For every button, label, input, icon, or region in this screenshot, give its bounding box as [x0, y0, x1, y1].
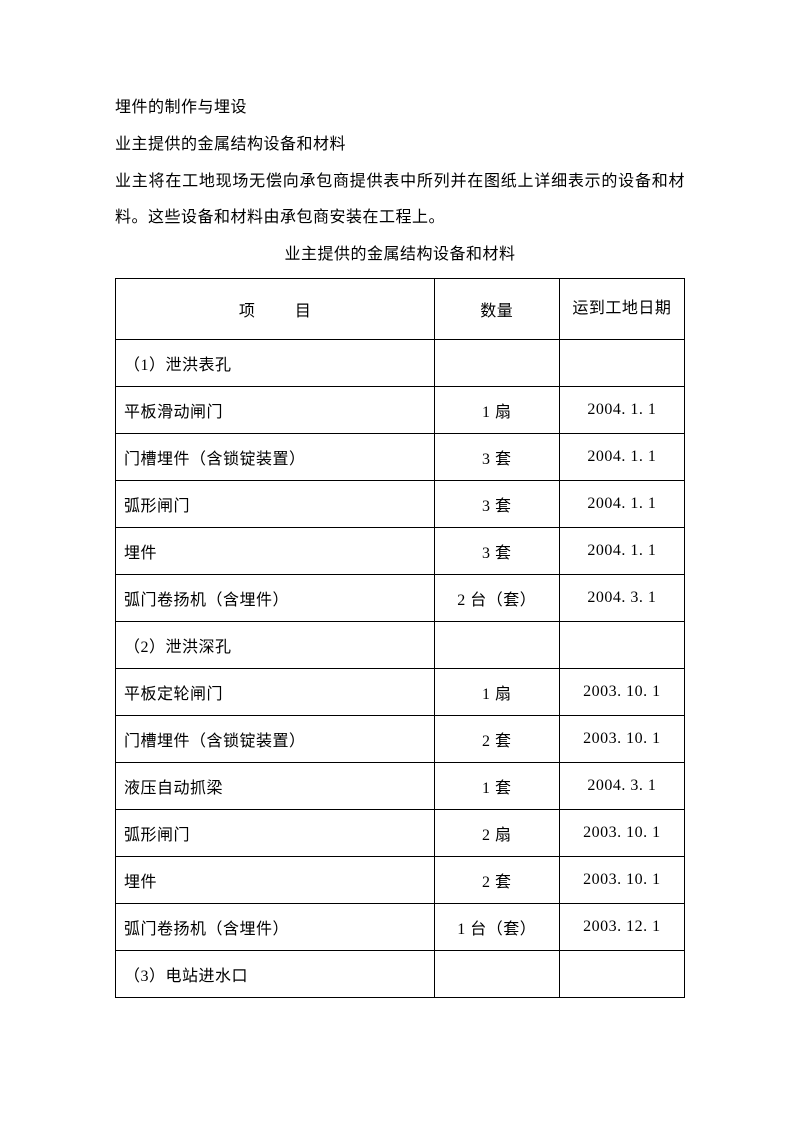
table-row: 液压自动抓梁1 套2004. 3. 1 [116, 762, 685, 809]
cell-quantity [434, 621, 559, 668]
table-row: 弧形闸门2 扇2003. 10. 1 [116, 809, 685, 856]
materials-table: 项目 数量 运到工地日期 （1）泄洪表孔平板滑动闸门1 扇2004. 1. 1门… [115, 278, 685, 998]
cell-item: 平板定轮闸门 [116, 668, 435, 715]
cell-date: 2004. 1. 1 [559, 433, 684, 480]
cell-item: （1）泄洪表孔 [116, 339, 435, 386]
table-row: 弧形闸门3 套2004. 1. 1 [116, 480, 685, 527]
document-page: 埋件的制作与埋设 业主提供的金属结构设备和材料 业主将在工地现场无偿向承包商提供… [0, 0, 800, 1132]
cell-quantity: 3 套 [434, 480, 559, 527]
cell-quantity: 2 套 [434, 856, 559, 903]
cell-date: 2003. 12. 1 [559, 903, 684, 950]
table-row: 弧门卷扬机（含埋件）2 台（套）2004. 3. 1 [116, 574, 685, 621]
cell-date: 2003. 10. 1 [559, 715, 684, 762]
paragraph-3: 业主将在工地现场无偿向承包商提供表中所列并在图纸上详细表示的设备和材料。这些设备… [115, 164, 685, 238]
cell-date: 2004. 3. 1 [559, 574, 684, 621]
cell-item: 液压自动抓梁 [116, 762, 435, 809]
cell-date: 2004. 1. 1 [559, 527, 684, 574]
header-quantity: 数量 [434, 278, 559, 339]
cell-item: 弧门卷扬机（含埋件） [116, 903, 435, 950]
cell-item: 埋件 [116, 527, 435, 574]
cell-date: 2004. 1. 1 [559, 386, 684, 433]
cell-item: 弧形闸门 [116, 809, 435, 856]
table-row: 埋件2 套2003. 10. 1 [116, 856, 685, 903]
header-item: 项目 [116, 278, 435, 339]
table-row: 门槽埋件（含锁锭装置）3 套2004. 1. 1 [116, 433, 685, 480]
cell-date: 2004. 1. 1 [559, 480, 684, 527]
cell-date [559, 950, 684, 997]
paragraph-1: 埋件的制作与埋设 [115, 90, 685, 127]
table-title: 业主提供的金属结构设备和材料 [115, 237, 685, 274]
cell-item: 弧形闸门 [116, 480, 435, 527]
cell-quantity: 1 套 [434, 762, 559, 809]
cell-quantity: 2 套 [434, 715, 559, 762]
cell-item: 埋件 [116, 856, 435, 903]
cell-date: 2003. 10. 1 [559, 856, 684, 903]
cell-date: 2004. 3. 1 [559, 762, 684, 809]
table-row: 弧门卷扬机（含埋件）1 台（套）2003. 12. 1 [116, 903, 685, 950]
cell-quantity: 1 扇 [434, 386, 559, 433]
table-row: （1）泄洪表孔 [116, 339, 685, 386]
cell-quantity: 3 套 [434, 527, 559, 574]
cell-date: 2003. 10. 1 [559, 809, 684, 856]
cell-date: 2003. 10. 1 [559, 668, 684, 715]
cell-item: 弧门卷扬机（含埋件） [116, 574, 435, 621]
cell-item: （3）电站进水口 [116, 950, 435, 997]
cell-quantity: 2 台（套） [434, 574, 559, 621]
cell-quantity [434, 339, 559, 386]
table-row: （3）电站进水口 [116, 950, 685, 997]
cell-quantity [434, 950, 559, 997]
cell-item: （2）泄洪深孔 [116, 621, 435, 668]
table-row: 平板滑动闸门1 扇2004. 1. 1 [116, 386, 685, 433]
header-date: 运到工地日期 [559, 278, 684, 339]
cell-quantity: 3 套 [434, 433, 559, 480]
table-row: （2）泄洪深孔 [116, 621, 685, 668]
table-header-row: 项目 数量 运到工地日期 [116, 278, 685, 339]
cell-quantity: 1 台（套） [434, 903, 559, 950]
cell-item: 门槽埋件（含锁锭装置） [116, 715, 435, 762]
table-row: 门槽埋件（含锁锭装置）2 套2003. 10. 1 [116, 715, 685, 762]
cell-date [559, 621, 684, 668]
cell-item: 门槽埋件（含锁锭装置） [116, 433, 435, 480]
table-row: 埋件3 套2004. 1. 1 [116, 527, 685, 574]
cell-quantity: 1 扇 [434, 668, 559, 715]
cell-item: 平板滑动闸门 [116, 386, 435, 433]
table-row: 平板定轮闸门1 扇2003. 10. 1 [116, 668, 685, 715]
cell-quantity: 2 扇 [434, 809, 559, 856]
cell-date [559, 339, 684, 386]
paragraph-2: 业主提供的金属结构设备和材料 [115, 127, 685, 164]
